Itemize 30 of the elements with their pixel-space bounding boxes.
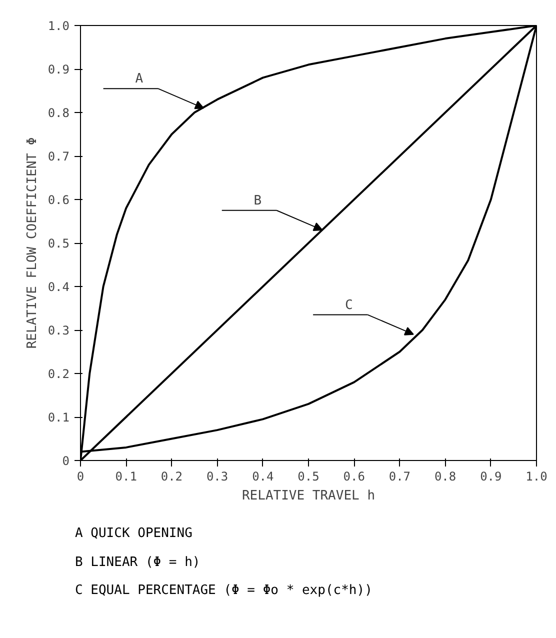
x-tick-label: 0.2 [160, 470, 183, 484]
x-tick-label: 1.0 [526, 470, 548, 484]
annotation: A [135, 72, 144, 87]
y-tick-label: 0.4 [48, 280, 70, 294]
x-tick-label: 0.8 [434, 470, 456, 484]
text: C EQUAL PERCENTAGE (Φ = Φo * exp(c*h)) [75, 582, 372, 600]
y-tick-label: 1.0 [48, 19, 70, 33]
y-tick-label: 0.5 [48, 236, 70, 250]
y-tick-label: 0.3 [48, 324, 70, 338]
y-tick-label: 0.7 [48, 150, 70, 164]
y-tick-label: 0.9 [48, 62, 70, 76]
x-tick-label: 0.7 [388, 470, 411, 484]
y-tick-label: 0.6 [48, 193, 70, 207]
x-tick-label: 0.3 [206, 470, 228, 484]
text: A QUICK OPENING [75, 525, 194, 543]
x-tick-label: 0.5 [298, 470, 320, 484]
y-tick-label: 0 [62, 454, 70, 468]
text: B LINEAR (Φ = h) [75, 554, 202, 572]
annotation: C [344, 298, 353, 313]
x-tick-label: 0.4 [252, 470, 274, 484]
y-tick-label: 0.8 [48, 106, 70, 120]
annotation: B [254, 193, 262, 208]
x-tick-label: 0.9 [480, 470, 502, 484]
y-tick-label: 0.1 [48, 410, 70, 424]
x-axis-title: RELATIVE TRAVEL h [242, 488, 376, 504]
x-tick-label: 0.6 [343, 470, 365, 484]
x-tick-label: 0 [76, 470, 84, 484]
x-tick-label: 0.1 [115, 470, 137, 484]
y-axis-title: RELATIVE FLOW COEFFICIENT Φ [24, 137, 40, 349]
y-tick-label: 0.2 [48, 367, 70, 381]
